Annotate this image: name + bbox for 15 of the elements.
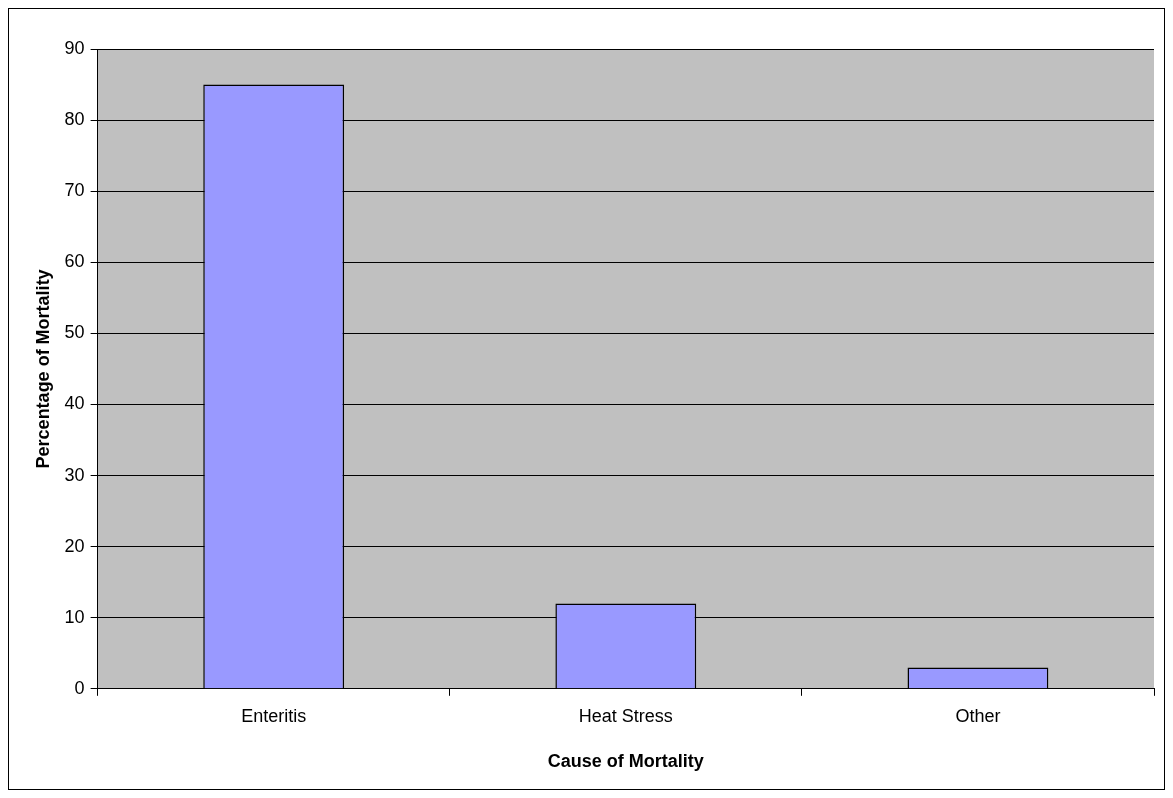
y-tick-label: 0 [74, 677, 85, 698]
y-tick-label: 90 [64, 37, 85, 58]
y-tick-label: 70 [64, 180, 85, 201]
y-tick-label: 50 [64, 322, 85, 343]
x-tick-label: Other [955, 705, 1001, 726]
x-tick-label: Enteritis [241, 705, 307, 726]
y-tick-label: 10 [64, 606, 85, 627]
y-tick-label: 40 [64, 393, 85, 414]
y-axis-title: Percentage of Mortality [32, 269, 53, 469]
y-tick-label: 80 [64, 109, 85, 130]
x-axis-title: Cause of Mortality [547, 751, 704, 772]
x-tick-label: Heat Stress [578, 705, 673, 726]
y-tick-label: 30 [64, 464, 85, 485]
y-tick-label: 20 [64, 535, 85, 556]
y-tick-label: 60 [64, 251, 85, 272]
